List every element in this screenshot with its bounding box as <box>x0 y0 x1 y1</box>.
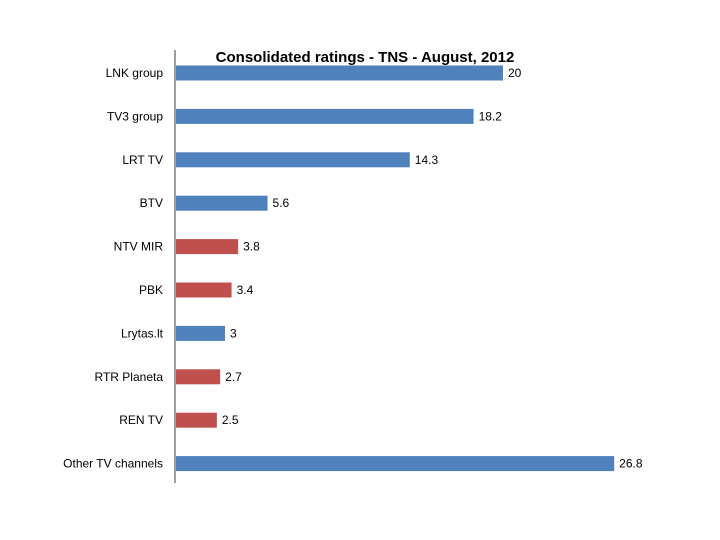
value-label: 3.8 <box>243 240 260 254</box>
value-label: 5.6 <box>273 196 290 210</box>
bar <box>176 456 615 472</box>
chart-title: Consolidated ratings - TNS - August, 201… <box>216 49 515 66</box>
bar <box>176 239 239 255</box>
value-label: 2.5 <box>222 413 239 427</box>
value-label: 18.2 <box>479 109 503 123</box>
bars-group: LNK group 20 TV3 group 18.2 LRT TV 14.3 BTV 5.6… <box>63 65 643 472</box>
bar <box>176 195 268 211</box>
bar <box>176 282 232 298</box>
bar <box>176 412 217 428</box>
category-label: LNK group <box>106 66 164 80</box>
value-label: 3 <box>230 326 237 340</box>
value-label: 3.4 <box>237 283 254 297</box>
category-label: LRT TV <box>122 153 163 167</box>
value-label: 26.8 <box>619 457 643 471</box>
bar <box>176 325 226 341</box>
bar <box>176 108 474 124</box>
bar <box>176 65 503 81</box>
category-label: TV3 group <box>107 109 163 123</box>
category-label: RTR Planeta <box>95 370 164 384</box>
category-label: Lrytas.lt <box>121 326 164 340</box>
category-label: PBK <box>139 283 163 297</box>
category-label: NTV MIR <box>114 240 164 254</box>
value-label: 2.7 <box>225 370 242 384</box>
category-label: Other TV channels <box>63 457 163 471</box>
value-label: 20 <box>508 66 522 80</box>
bar <box>176 369 221 385</box>
category-label: BTV <box>140 196 163 210</box>
bar <box>176 152 410 168</box>
value-label: 14.3 <box>415 153 439 167</box>
category-label: REN TV <box>119 413 163 427</box>
